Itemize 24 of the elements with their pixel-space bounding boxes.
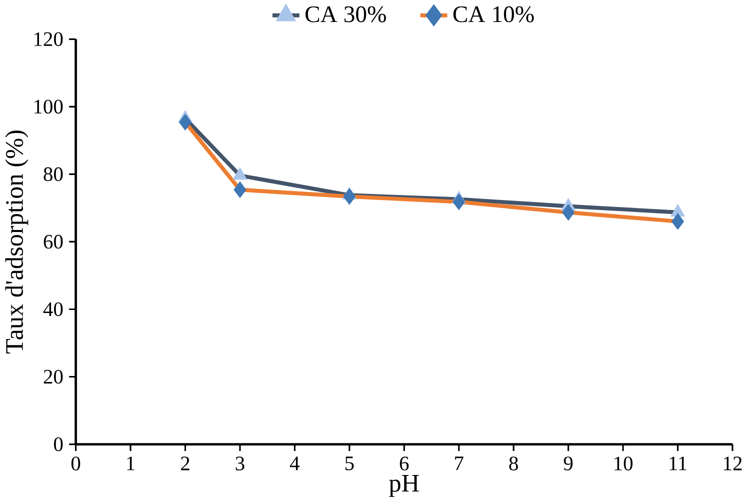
x-tick-label: 12 [724, 456, 742, 470]
y-tick-label: 80 [44, 167, 63, 182]
y-tick-label: 100 [34, 100, 63, 114]
x-tick-label: 10 [614, 456, 633, 470]
x-tick-label: 7 [455, 456, 464, 470]
y-axis-title: Taux d'adsorption (%) [5, 130, 28, 354]
x-tick-label: 11 [670, 456, 686, 470]
legend-label: CA 10% [453, 6, 534, 22]
x-tick-label: 6 [400, 456, 409, 470]
x-tick-label: 9 [564, 456, 573, 470]
x-tick-label: 0 [71, 456, 80, 470]
x-tick-label: 1 [127, 456, 134, 470]
y-tick-label: 20 [44, 370, 63, 384]
x-tick-label: 4 [290, 456, 300, 470]
x-tick-label: 2 [181, 456, 190, 470]
y-tick-label: 0 [54, 437, 63, 452]
x-tick-label: 8 [509, 456, 518, 470]
x-axis-title: pH [389, 474, 419, 497]
y-tick-label: 120 [34, 32, 63, 46]
x-tick-label: 5 [345, 456, 354, 470]
legend-label: CA 30% [306, 6, 386, 22]
y-tick-label: 60 [44, 234, 63, 249]
y-tick-label: 40 [43, 302, 63, 316]
x-tick-label: 3 [236, 456, 244, 470]
